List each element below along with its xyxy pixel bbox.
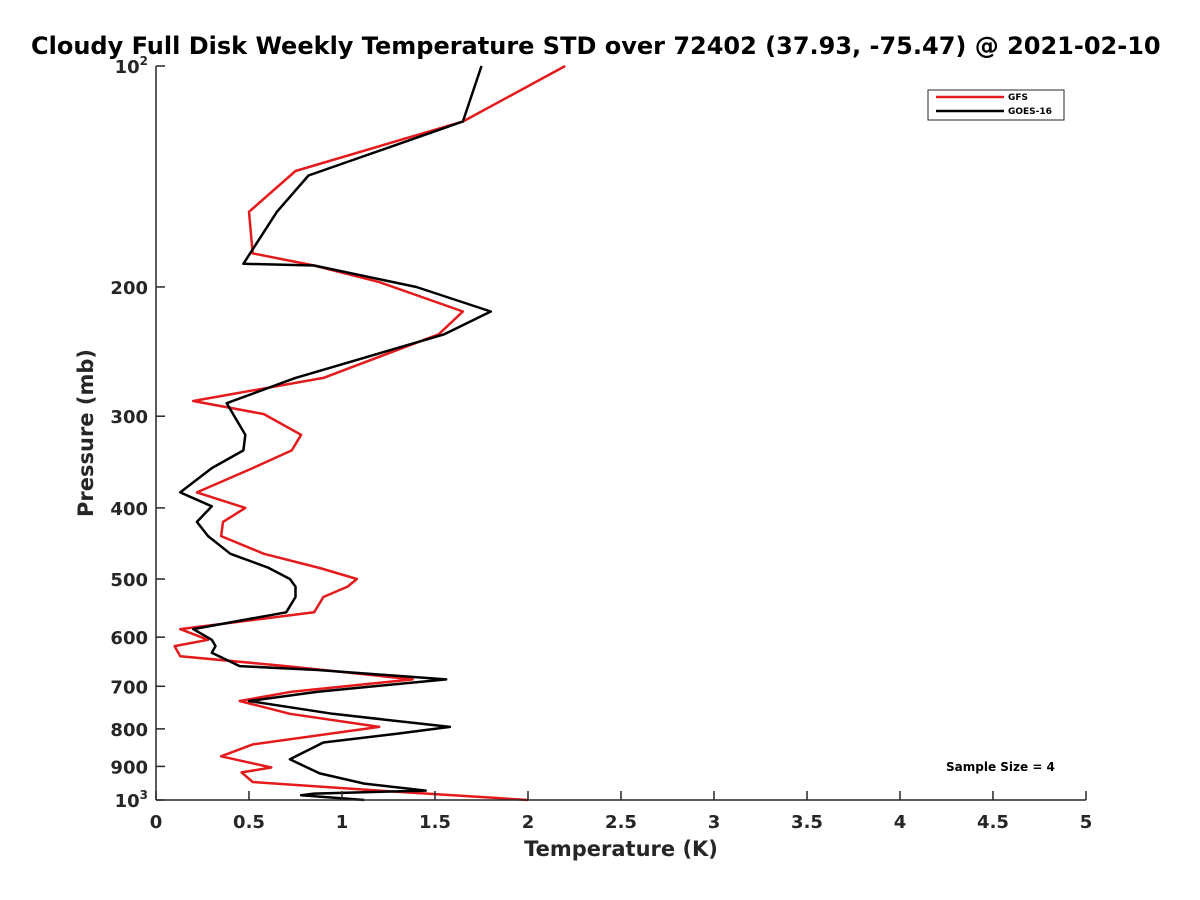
x-tick-label: 2 bbox=[522, 812, 535, 833]
x-tick-label: 0 bbox=[150, 812, 163, 833]
y-tick-label: 900 bbox=[110, 757, 148, 778]
plot-lines bbox=[173, 64, 566, 802]
y-tick-label: 700 bbox=[110, 677, 148, 698]
y-tick-label: 500 bbox=[110, 570, 148, 591]
y-tick-label: 400 bbox=[110, 499, 148, 520]
y-tick-label: 300 bbox=[110, 407, 148, 428]
series-line-gfs bbox=[173, 64, 566, 802]
chart-title: Cloudy Full Disk Weekly Temperature STD … bbox=[31, 32, 1161, 60]
x-tick-label: 1.5 bbox=[419, 812, 451, 833]
x-ticks: 0 0.5 1 1.5 2 2.5 3 3.5 4 4.5 5 bbox=[150, 791, 1093, 833]
x-tick-label: 3.5 bbox=[791, 812, 823, 833]
y-tick-label: 103 bbox=[115, 788, 148, 812]
y-axis-label: Pressure (mb) bbox=[74, 349, 98, 517]
y-tick-label: 600 bbox=[110, 628, 148, 649]
y-ticks: 102 200 300 400 500 600 700 800 900 103 bbox=[110, 54, 165, 812]
x-tick-label: 4.5 bbox=[977, 812, 1009, 833]
y-tick-label: 102 bbox=[115, 54, 148, 78]
x-tick-label: 5 bbox=[1080, 812, 1093, 833]
legend-label-gfs: GFS bbox=[1008, 93, 1028, 103]
sample-size-annotation: Sample Size = 4 bbox=[946, 760, 1055, 774]
legend: GFS GOES-16 bbox=[927, 89, 1065, 121]
y-tick-label: 200 bbox=[110, 278, 148, 299]
y-tick-label: 800 bbox=[110, 720, 148, 741]
series-line-goes16 bbox=[178, 65, 493, 802]
x-tick-label: 2.5 bbox=[605, 812, 637, 833]
x-tick-label: 3 bbox=[708, 812, 721, 833]
x-tick-label: 4 bbox=[894, 812, 907, 833]
legend-label-goes16: GOES-16 bbox=[1008, 107, 1052, 117]
x-tick-label: 1 bbox=[336, 812, 349, 833]
x-tick-label: 0.5 bbox=[233, 812, 265, 833]
legend-box bbox=[927, 89, 1065, 121]
x-axis-label: Temperature (K) bbox=[524, 837, 718, 861]
